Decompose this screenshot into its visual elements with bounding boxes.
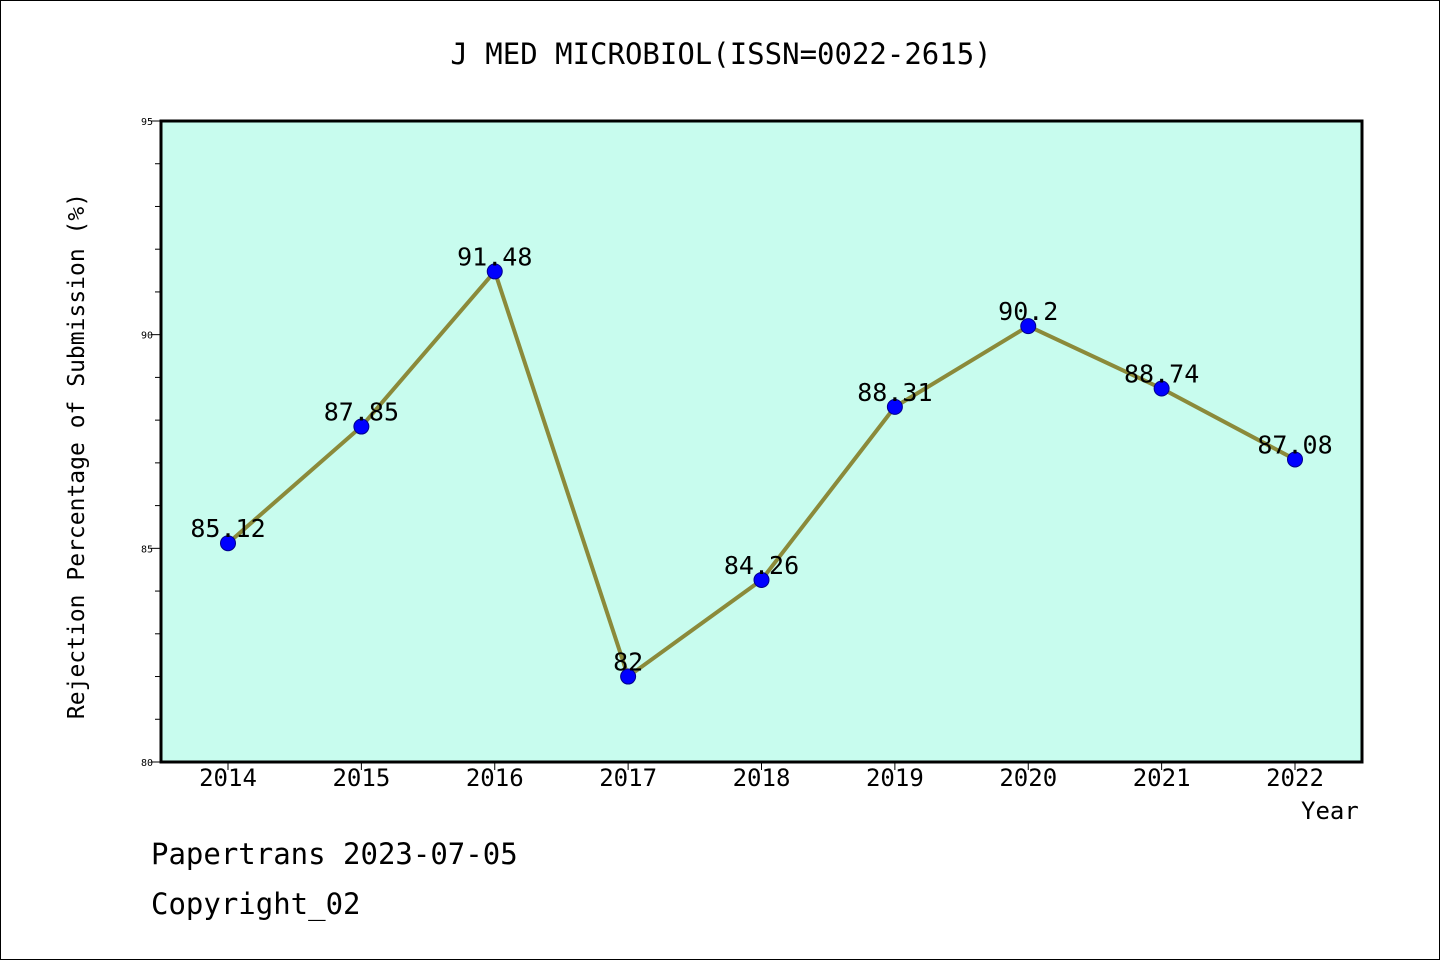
x-tick-label: 2016 (466, 764, 524, 792)
data-point (486, 263, 503, 280)
data-point (1287, 451, 1303, 468)
footer-copyright: Copyright_02 (151, 887, 361, 921)
data-label: 88.74 (1124, 360, 1199, 389)
data-label: 82 (613, 648, 643, 677)
data-point (1153, 380, 1170, 397)
data-point (353, 418, 370, 435)
data-label: 87.08 (1257, 430, 1332, 459)
x-tick-label: 2021 (1133, 764, 1191, 792)
y-tick-label: 95 (141, 117, 153, 128)
x-tick-label: 2018 (733, 764, 791, 792)
data-point (1020, 318, 1037, 335)
data-point (886, 398, 903, 415)
data-label: 90.2 (998, 297, 1058, 326)
data-label: 91.48 (457, 242, 532, 271)
data-label: 85.12 (190, 514, 265, 543)
data-point (220, 535, 236, 552)
data-label: 87.85 (324, 398, 399, 427)
data-point (620, 668, 637, 685)
y-tick-label: 90 (141, 331, 153, 342)
plot-area (159, 119, 1364, 764)
x-tick-label: 2014 (199, 764, 257, 792)
chart-title: J MED MICROBIOL(ISSN=0022-2615) (450, 37, 992, 71)
footer-date: Papertrans 2023-07-05 (151, 837, 518, 871)
y-tick-label: 85 (141, 544, 153, 555)
y-tick-label: 80 (141, 758, 153, 769)
data-point (753, 571, 770, 588)
x-tick-label: 2019 (866, 764, 924, 792)
x-tick-label: 2020 (999, 764, 1057, 792)
x-tick-label: 2015 (332, 764, 390, 792)
y-axis-title: Rejection Percentage of Submission (%) (64, 192, 90, 720)
data-label: 88.31 (857, 378, 932, 407)
x-tick-label: 2022 (1266, 764, 1324, 792)
x-tick-label: 2017 (599, 764, 657, 792)
x-axis-title: Year (1301, 797, 1359, 825)
data-label: 84.26 (724, 551, 799, 580)
